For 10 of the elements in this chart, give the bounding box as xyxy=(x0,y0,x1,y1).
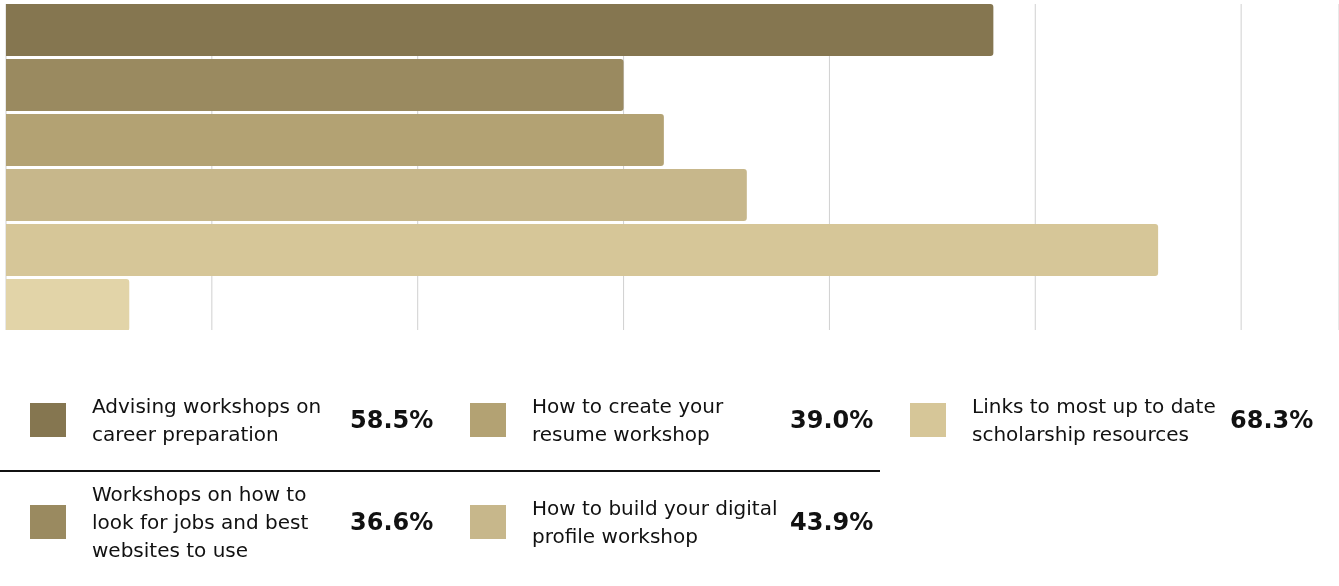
legend-label: Links to most up to date scholarship resources xyxy=(972,393,1217,448)
legend-label: Workshops on how to look for jobs and best websites to use xyxy=(92,481,310,564)
legend-label: How to build your digital profile workshop xyxy=(532,495,779,550)
legend-label: Advising workshops on career preparation xyxy=(92,393,323,448)
text: 39.0% xyxy=(790,406,874,434)
legend-label: How to create your resume workshop xyxy=(532,393,725,448)
text: 68.3% xyxy=(1230,406,1314,434)
text: 43.9% xyxy=(790,508,874,536)
text: 36.6% xyxy=(350,508,434,536)
text: 58.5% xyxy=(350,406,434,434)
